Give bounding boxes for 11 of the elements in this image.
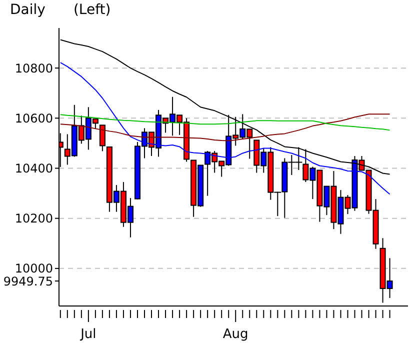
y-tick-label: 10200 [14, 212, 53, 226]
y-tick-label: 10600 [14, 111, 53, 126]
chart-title: Daily [10, 2, 46, 18]
x-tick-label: Jul [80, 327, 96, 342]
y-tick-label: 9949.75 [3, 274, 53, 288]
chart-subtitle: (Left) [73, 2, 111, 18]
candlestick [99, 124, 106, 152]
x-tick-label: Aug [222, 327, 248, 342]
y-tick-label: 10000 [14, 262, 53, 276]
y-tick-label: 10800 [14, 61, 53, 76]
y-tick-label: 10400 [14, 162, 53, 176]
